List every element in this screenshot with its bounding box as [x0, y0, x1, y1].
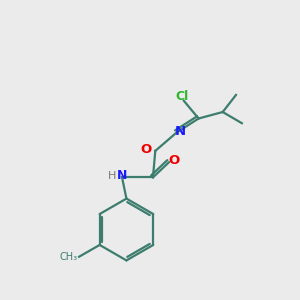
Text: CH₃: CH₃ — [59, 252, 78, 262]
Text: H: H — [107, 171, 116, 181]
Text: N: N — [117, 169, 127, 182]
Text: Cl: Cl — [176, 91, 189, 103]
Text: O: O — [141, 143, 152, 156]
Text: O: O — [169, 154, 180, 167]
Text: N: N — [175, 125, 186, 138]
